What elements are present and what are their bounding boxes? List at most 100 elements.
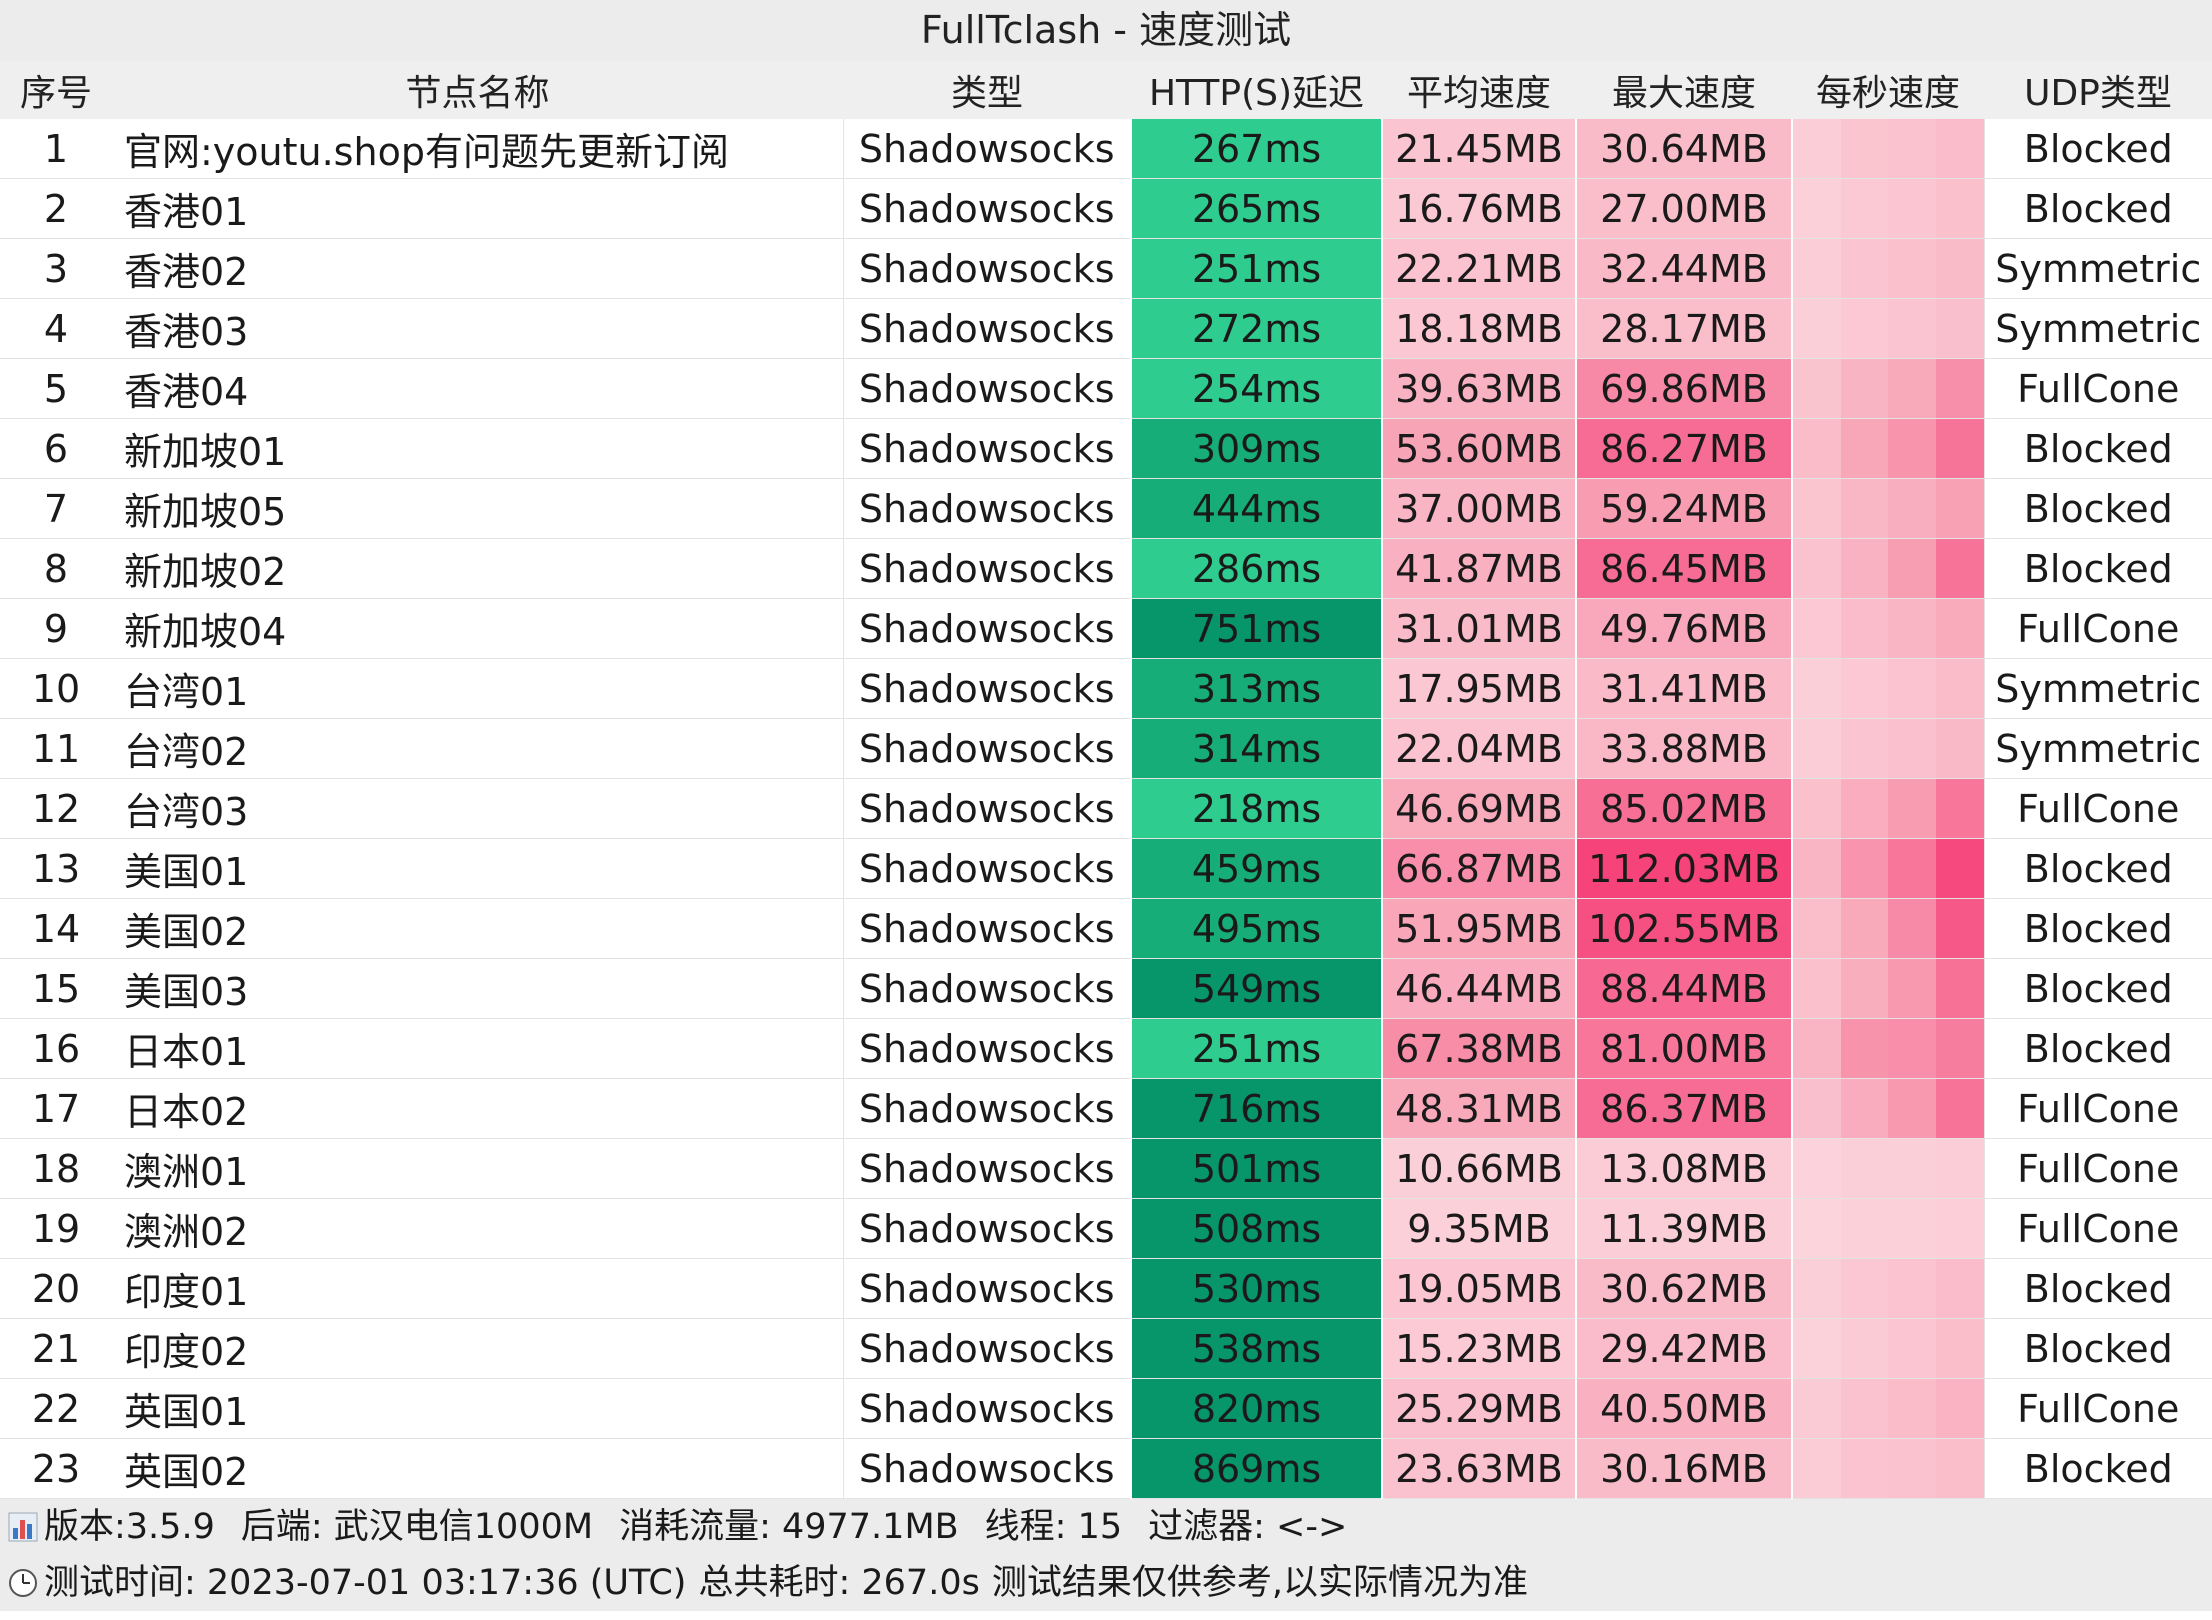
table-row: 7 新加坡05 Shadowsocks 444ms 37.00MB 59.24MB Bloc… — [0, 478, 2212, 539]
avg-speed-cell: 17.95MB — [1381, 658, 1576, 719]
node-type: Shadowsocks — [843, 1258, 1131, 1319]
speed-sparkline-segment — [1935, 959, 1984, 1018]
avg-speed-cell: 46.69MB — [1381, 778, 1576, 839]
speed-sparkline-segment — [1935, 1379, 1984, 1438]
latency-cell: 265ms — [1130, 178, 1382, 239]
speed-sparkline-segment — [1935, 1439, 1984, 1498]
row-index: 12 — [0, 778, 112, 839]
max-speed-cell: 30.16MB — [1575, 1438, 1792, 1499]
latency-cell: 251ms — [1130, 1018, 1382, 1079]
per-second-speed-cell — [1791, 1138, 1984, 1199]
row-index: 20 — [0, 1258, 112, 1319]
latency-cell: 538ms — [1130, 1318, 1382, 1379]
table-row: 3 香港02 Shadowsocks 251ms 22.21MB 32.44MB Symme… — [0, 238, 2212, 299]
row-index: 22 — [0, 1378, 112, 1439]
latency-cell: 314ms — [1130, 718, 1382, 779]
latency-cell: 495ms — [1130, 898, 1382, 959]
speed-sparkline — [1794, 179, 1984, 238]
node-name: 新加坡01 — [112, 418, 844, 479]
speed-sparkline — [1794, 1259, 1984, 1318]
footer-backend: 后端: 武汉电信1000M — [240, 1507, 594, 1547]
node-type: Shadowsocks — [843, 178, 1131, 239]
row-index: 2 — [0, 178, 112, 239]
table-row: 23 英国02 Shadowsocks 869ms 23.63MB 30.16MB Bloc… — [0, 1438, 2212, 1499]
speed-sparkline-segment — [1840, 1259, 1889, 1318]
header-node-name[interactable]: 节点名称 — [112, 61, 843, 119]
max-speed-cell: 30.62MB — [1575, 1258, 1792, 1319]
speed-sparkline-segment — [1888, 1319, 1936, 1378]
speed-sparkline-segment — [1794, 239, 1841, 298]
per-second-speed-cell — [1791, 658, 1984, 719]
node-type: Shadowsocks — [843, 1138, 1131, 1199]
speed-sparkline-segment — [1840, 359, 1889, 418]
speed-sparkline-segment — [1794, 1199, 1841, 1258]
node-name: 香港04 — [112, 358, 844, 419]
avg-speed-cell: 16.76MB — [1381, 178, 1576, 239]
latency-cell: 313ms — [1130, 658, 1382, 719]
per-second-speed-cell — [1791, 358, 1984, 419]
speed-sparkline-segment — [1888, 1079, 1936, 1138]
avg-speed-cell: 31.01MB — [1381, 598, 1576, 659]
udp-type-cell: Blocked — [1983, 838, 2212, 899]
per-second-speed-cell — [1791, 838, 1984, 899]
header-type[interactable]: 类型 — [843, 61, 1131, 119]
per-second-speed-cell — [1791, 1438, 1984, 1499]
speed-sparkline-segment — [1840, 1079, 1889, 1138]
header-latency[interactable]: HTTP(S)延迟 — [1131, 61, 1382, 119]
per-second-speed-cell — [1791, 1318, 1984, 1379]
speed-sparkline-segment — [1794, 659, 1841, 718]
node-name: 新加坡05 — [112, 478, 844, 539]
speed-sparkline-segment — [1794, 119, 1841, 178]
speed-sparkline-segment — [1935, 719, 1984, 778]
speed-sparkline-segment — [1888, 1019, 1936, 1078]
speed-sparkline-segment — [1935, 599, 1984, 658]
speed-sparkline-segment — [1840, 1019, 1889, 1078]
speed-sparkline — [1794, 1019, 1984, 1078]
table-row: 21 印度02 Shadowsocks 538ms 15.23MB 29.42MB Bloc… — [0, 1318, 2212, 1379]
header-index[interactable]: 序号 — [0, 61, 112, 119]
avg-speed-cell: 37.00MB — [1381, 478, 1576, 539]
speed-sparkline-segment — [1935, 119, 1984, 178]
latency-cell: 286ms — [1130, 538, 1382, 599]
header-max-speed[interactable]: 最大速度 — [1576, 61, 1792, 119]
node-type: Shadowsocks — [843, 1378, 1131, 1439]
speed-sparkline-segment — [1888, 239, 1936, 298]
node-type: Shadowsocks — [843, 838, 1131, 899]
speed-sparkline — [1794, 479, 1984, 538]
row-index: 13 — [0, 838, 112, 899]
table-row: 15 美国03 Shadowsocks 549ms 46.44MB 88.44MB Bloc… — [0, 958, 2212, 1019]
speed-sparkline-segment — [1840, 1199, 1889, 1258]
speed-sparkline-segment — [1888, 299, 1936, 358]
speed-sparkline-segment — [1888, 839, 1936, 898]
node-type: Shadowsocks — [843, 238, 1131, 299]
avg-speed-cell: 46.44MB — [1381, 958, 1576, 1019]
header-per-second-speed[interactable]: 每秒速度 — [1792, 61, 1984, 119]
per-second-speed-cell — [1791, 1078, 1984, 1139]
header-udp-type[interactable]: UDP类型 — [1984, 61, 2212, 119]
avg-speed-cell: 22.04MB — [1381, 718, 1576, 779]
speed-sparkline — [1794, 1439, 1984, 1498]
row-index: 5 — [0, 358, 112, 419]
avg-speed-cell: 25.29MB — [1381, 1378, 1576, 1439]
max-speed-cell: 13.08MB — [1575, 1138, 1792, 1199]
node-name: 美国02 — [112, 898, 844, 959]
latency-cell: 444ms — [1130, 478, 1382, 539]
node-name: 台湾03 — [112, 778, 844, 839]
speed-sparkline-segment — [1935, 1019, 1984, 1078]
speed-sparkline-segment — [1840, 1439, 1889, 1498]
latency-cell: 272ms — [1130, 298, 1382, 359]
speed-sparkline-segment — [1888, 599, 1936, 658]
row-index: 17 — [0, 1078, 112, 1139]
avg-speed-cell: 21.45MB — [1381, 119, 1576, 179]
row-index: 3 — [0, 238, 112, 299]
speed-sparkline-segment — [1840, 599, 1889, 658]
max-speed-cell: 29.42MB — [1575, 1318, 1792, 1379]
max-speed-cell: 31.41MB — [1575, 658, 1792, 719]
speed-sparkline — [1794, 839, 1984, 898]
speed-sparkline — [1794, 119, 1984, 178]
max-speed-cell: 59.24MB — [1575, 478, 1792, 539]
header-avg-speed[interactable]: 平均速度 — [1382, 61, 1576, 119]
latency-cell: 251ms — [1130, 238, 1382, 299]
node-type: Shadowsocks — [843, 718, 1131, 779]
avg-speed-cell: 39.63MB — [1381, 358, 1576, 419]
